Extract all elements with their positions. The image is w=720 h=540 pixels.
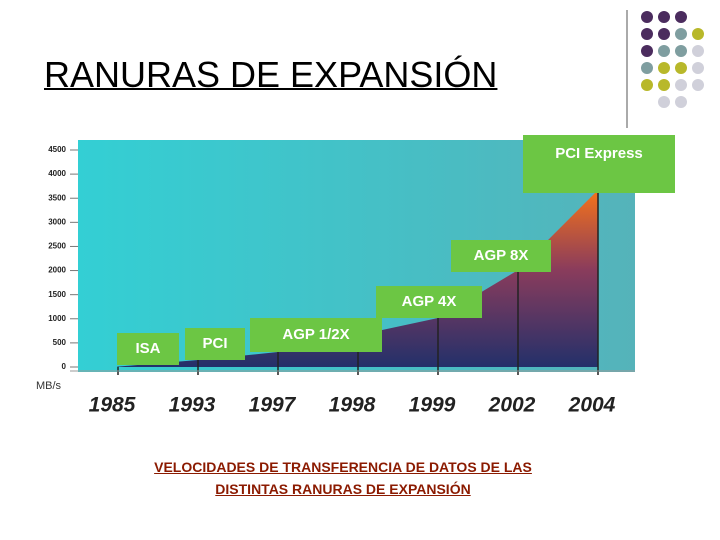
y-tick-label: 1500 <box>48 290 66 299</box>
y-tick-label: 500 <box>53 338 67 347</box>
y-tick-label: 3500 <box>48 193 66 202</box>
annotation-box <box>185 328 245 360</box>
x-tick-label: 1998 <box>329 394 376 417</box>
caption: DISTINTAS RANURAS DE EXPANSIÓN <box>215 481 471 497</box>
dot-pattern <box>641 11 704 108</box>
annotation-box <box>376 286 482 318</box>
annotation: AGP 1/2X <box>282 326 349 343</box>
annotation-box <box>523 135 675 193</box>
x-tick-label: 1985 <box>89 394 136 417</box>
annotation: ISA <box>135 340 160 357</box>
y-tick-label: 3000 <box>48 217 66 226</box>
annotation: PCI <box>202 335 227 352</box>
y-tick-label: 2500 <box>48 242 66 251</box>
annotation: PCI Express <box>555 145 643 162</box>
y-tick-label: 0 <box>62 362 67 371</box>
slide-title: RANURAS DE EXPANSIÓN <box>44 54 498 95</box>
x-tick-label: 1993 <box>169 394 216 417</box>
annotation: AGP 4X <box>402 293 457 310</box>
annotation: AGP 8X <box>474 247 529 264</box>
x-tick-label: 1997 <box>249 394 297 417</box>
x-tick-label: 2004 <box>568 394 616 417</box>
annotation-box <box>117 333 179 365</box>
x-tick-label: 2002 <box>488 394 536 417</box>
annotation-box <box>451 240 551 272</box>
caption: VELOCIDADES DE TRANSFERENCIA DE DATOS DE… <box>154 459 532 475</box>
y-tick-label: 4000 <box>48 169 66 178</box>
y-tick-label: 4500 <box>48 145 66 154</box>
annotation-box <box>250 318 382 352</box>
y-tick-label: 1000 <box>48 314 66 323</box>
y-axis-label: MB/s <box>36 380 62 392</box>
area <box>118 190 598 367</box>
y-tick-label: 2000 <box>48 266 66 275</box>
x-tick-label: 1999 <box>409 394 456 417</box>
